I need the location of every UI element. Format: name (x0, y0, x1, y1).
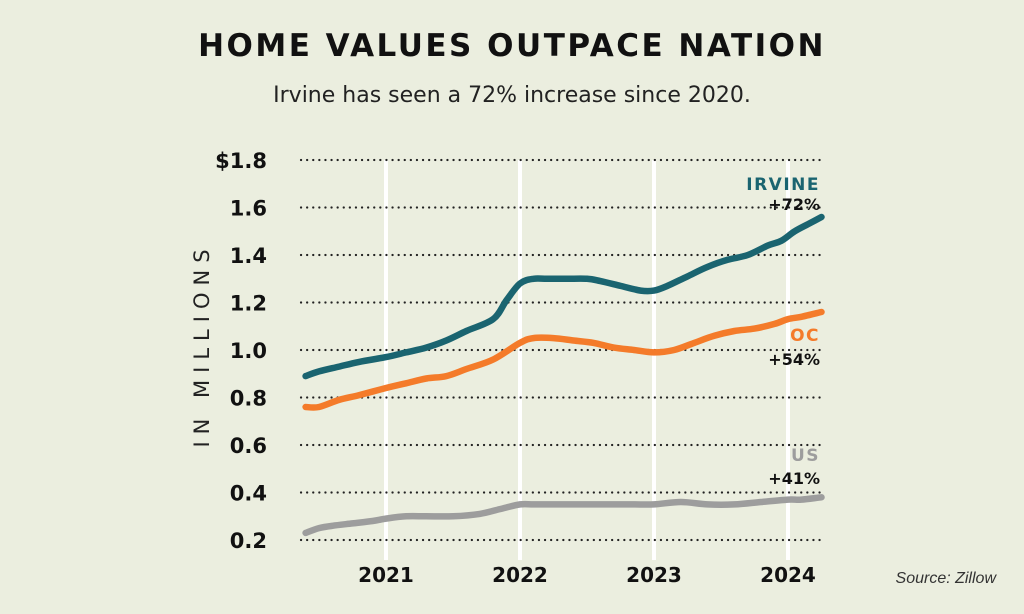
y-tick-label: 1.0 (230, 339, 267, 363)
series-line-irvine (302, 213, 825, 380)
y-tick-label: 0.6 (230, 434, 267, 458)
x-tick-label: 2023 (626, 563, 682, 587)
y-tick-labels: 0.2 0.4 0.6 0.8 1.0 1.2 1.4 1.6 $1.8 (215, 149, 267, 553)
year-gridlines (384, 160, 790, 560)
horizontal-gridlines (299, 158, 823, 542)
chart-subtitle: Irvine has seen a 72% increase since 202… (273, 83, 751, 108)
x-tick-label: 2021 (358, 563, 414, 587)
y-tick-label: 1.4 (230, 244, 267, 268)
series-name-label-oc: OC (790, 326, 820, 346)
y-tick-label: 0.4 (230, 482, 267, 506)
x-tick-labels: 2021 2022 2023 2024 (358, 563, 816, 587)
y-tick-label: 0.2 (230, 529, 267, 553)
series-lines (302, 213, 825, 537)
series-change-label-irvine: +72% (768, 195, 820, 214)
series-name-label-irvine: IRVINE (746, 175, 820, 195)
y-tick-label: 1.2 (230, 292, 267, 316)
y-tick-label: 1.6 (230, 197, 267, 221)
series-line-us (302, 494, 825, 537)
series-labels: IRVINE+72% OC +54% US +41% (746, 175, 820, 488)
x-tick-label: 2022 (492, 563, 548, 587)
series-name-label-us: US (791, 446, 820, 466)
y-tick-label: $1.8 (215, 149, 267, 173)
series-change-label-us: +41% (768, 469, 820, 488)
source-note: Source: Zillow (895, 570, 996, 587)
chart-title: HOME VALUES OUTPACE NATION (198, 28, 826, 64)
series-line-oc (302, 308, 825, 411)
y-tick-label: 0.8 (230, 387, 267, 411)
series-change-label-oc: +54% (768, 350, 820, 369)
x-tick-label: 2024 (760, 563, 816, 587)
